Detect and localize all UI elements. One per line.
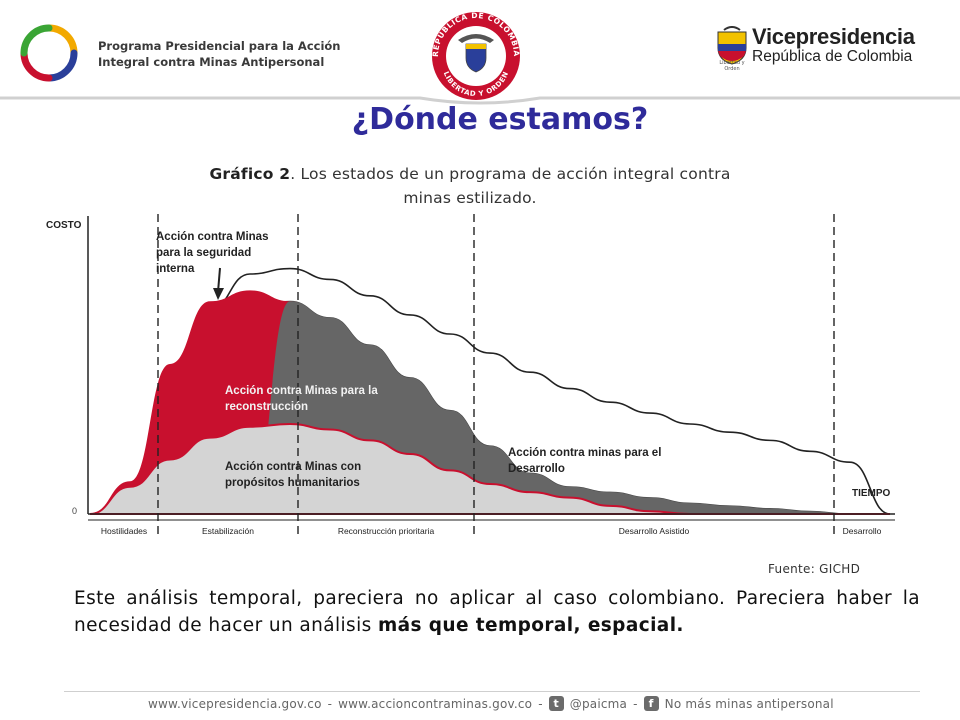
footer-separator: -: [538, 696, 543, 711]
annotation-line: Acción contra Minas para la: [225, 385, 378, 397]
source-note: Fuente: GICHD: [768, 562, 861, 576]
org-name-line2: Integral contra Minas Antipersonal: [98, 55, 325, 69]
x-axis-label: TIEMPO: [852, 488, 891, 499]
annotation-humanitario: Acción contra Minas con propósitos humani…: [225, 461, 361, 489]
footer: www.vicepresidencia.gov.co - www.accionc…: [148, 696, 834, 711]
page-title: ¿Dónde estamos?: [351, 102, 649, 137]
footer-twitter-handle[interactable]: @paicma: [569, 696, 628, 711]
vp-title: Vicepresidencia: [752, 24, 915, 49]
org-name-line1: Programa Presidencial para la Acción: [98, 39, 341, 53]
annotations: Acción contra Minas para la seguridad inte…: [156, 231, 661, 489]
caption-text: . Los estados de un programa de acción i…: [290, 165, 731, 207]
colombia-seal: REPÚBLICA DE COLOMBIA LIBERTAD Y ORDEN: [431, 11, 521, 100]
annotation-desarrollo: Acción contra minas para el Desarrollo: [508, 447, 661, 475]
phase-label: Reconstrucción prioritaria: [338, 526, 435, 536]
annotation-seguridad: Acción contra Minas para la seguridad inte…: [156, 231, 268, 275]
body-paragraph: Este análisis temporal, pareciera no apl…: [74, 585, 920, 639]
body-text: Este análisis temporal, pareciera no apl…: [74, 588, 920, 636]
annotation-line: propósitos humanitarios: [225, 477, 360, 489]
body-emphasis: más que temporal, espacial.: [377, 615, 684, 636]
org-name: Programa Presidencial para la Acción Int…: [98, 38, 340, 70]
phase-label: Estabilización: [202, 526, 254, 536]
twitter-icon[interactable]: t: [548, 696, 564, 711]
phase-label: Hostilidades: [101, 526, 147, 536]
vp-tagline: Libertad y Orden: [719, 60, 745, 72]
paicma-logo: [20, 24, 78, 82]
annotation-line: Acción contra minas para el: [508, 447, 661, 459]
footer-divider: [64, 691, 920, 692]
footer-link-accioncontraminas[interactable]: www.accioncontraminas.gov.co: [338, 696, 533, 711]
annotation-line: para la seguridad: [156, 247, 251, 259]
footer-separator: -: [633, 696, 638, 711]
vp-shield-icon: [717, 26, 747, 65]
annotation-line: Acción contra Minas: [156, 231, 268, 243]
footer-separator: -: [327, 696, 333, 711]
vp-subtitle: República de Colombia: [752, 48, 913, 65]
phase-dividers: [157, 214, 835, 538]
caption-label: Gráfico 2: [209, 165, 291, 183]
y-origin-label: 0: [72, 506, 77, 516]
phase-label: Desarrollo: [843, 526, 882, 536]
phase-label: Desarrollo Asistido: [619, 526, 690, 536]
footer-facebook-page[interactable]: No más minas antipersonal: [664, 696, 834, 711]
phase-labels: Hostilidades Estabilización Reconstrucción…: [101, 526, 882, 536]
facebook-icon[interactable]: f: [643, 696, 659, 711]
annotation-reconstruccion: Acción contra Minas para la reconstrucció…: [225, 385, 378, 413]
annotation-line: interna: [156, 263, 195, 275]
annotation-line: Desarrollo: [508, 463, 565, 475]
annotation-line: reconstrucción: [225, 401, 308, 413]
mine-action-chart: Hostilidades Estabilización Reconstrucción…: [46, 214, 895, 538]
header-divider: [0, 96, 960, 105]
annotation-arrowhead: [213, 288, 224, 300]
annotation-line: Acción contra Minas con: [225, 461, 361, 473]
y-axis-label: COSTO: [46, 220, 82, 231]
footer-link-vicepresidencia[interactable]: www.vicepresidencia.gov.co: [148, 696, 322, 711]
figure-caption: Gráfico 2. Los estados de un programa de…: [200, 162, 740, 210]
